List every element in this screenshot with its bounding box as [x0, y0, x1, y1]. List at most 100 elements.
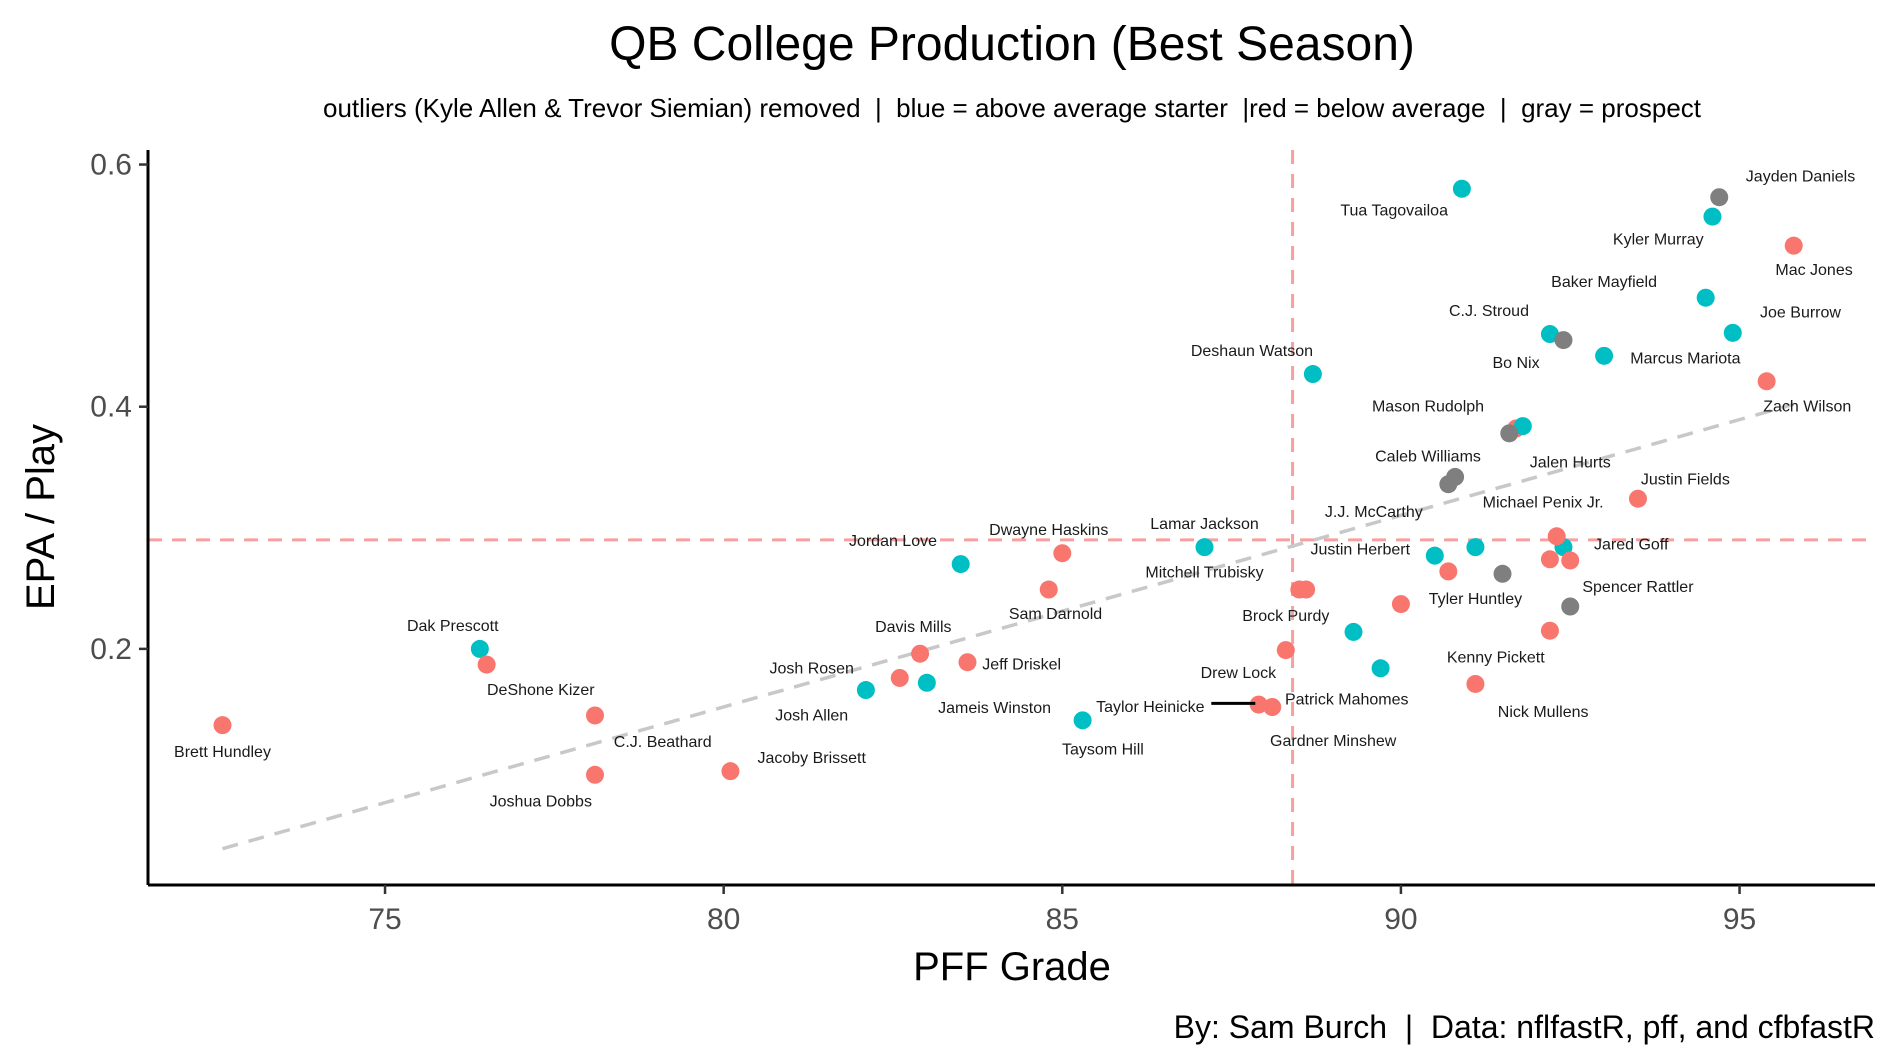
- chart-subtitle: outliers (Kyle Allen & Trevor Siemian) r…: [323, 93, 1702, 123]
- point-label: Zach Wilson: [1763, 399, 1851, 416]
- y-axis-title: EPA / Play: [19, 424, 63, 610]
- data-point: [1696, 288, 1715, 307]
- y-axis-ticks: 0.2 0.4 0.6: [90, 149, 148, 666]
- data-point: [213, 716, 232, 735]
- data-point: [1493, 564, 1512, 583]
- y-tick-label: 0.4: [90, 391, 132, 424]
- data-point: [890, 668, 909, 687]
- data-point: [1344, 622, 1363, 641]
- data-point: [470, 639, 489, 658]
- point-label: Lamar Jackson: [1150, 516, 1259, 533]
- data-point: [1290, 580, 1309, 599]
- data-point: [951, 555, 970, 574]
- point-label: Brett Hundley: [174, 744, 271, 761]
- point-label: Spencer Rattler: [1582, 579, 1694, 596]
- data-point: [1053, 544, 1072, 563]
- point-label: Jordan Love: [849, 533, 937, 550]
- point-label: Joshua Dobbs: [490, 793, 592, 810]
- data-point: [477, 655, 496, 674]
- data-point: [1554, 331, 1573, 350]
- data-point: [1371, 659, 1390, 678]
- point-label: Dwayne Haskins: [989, 522, 1108, 539]
- point-label: Taylor Heinicke: [1096, 699, 1205, 716]
- point-label: Jared Goff: [1594, 537, 1669, 554]
- x-tick-label: 85: [1046, 903, 1079, 936]
- data-point: [1249, 695, 1268, 714]
- plot-area: Brett Hundley Dak Prescott DeShone Kizer C.…: [148, 150, 1875, 885]
- point-label: Sam Darnold: [1009, 606, 1102, 623]
- data-point: [1513, 417, 1532, 436]
- point-label: Mac Jones: [1775, 262, 1852, 279]
- data-point: [1500, 424, 1519, 443]
- point-label: Bo Nix: [1492, 355, 1539, 372]
- y-tick-label: 0.6: [90, 149, 132, 182]
- data-point: [1595, 346, 1614, 365]
- data-point: [1073, 711, 1092, 730]
- point-label: C.J. Stroud: [1449, 303, 1529, 320]
- data-point: [1303, 365, 1322, 384]
- data-point: [1039, 580, 1058, 599]
- point-label: Jeff Driskel: [982, 657, 1061, 674]
- data-point: [1628, 489, 1647, 508]
- data-point: [1710, 188, 1729, 207]
- data-point: [1547, 527, 1566, 546]
- point-label: Dak Prescott: [407, 618, 499, 635]
- reference-lines: [148, 150, 1875, 885]
- point-label: Brock Purdy: [1242, 608, 1329, 625]
- data-point: [1540, 325, 1559, 344]
- point-label: DeShone Kizer: [487, 682, 595, 699]
- data-point: [1439, 475, 1458, 494]
- data-point: [1561, 551, 1580, 570]
- data-point: [1276, 641, 1295, 660]
- data-point: [1540, 621, 1559, 640]
- point-label: Justin Herbert: [1310, 542, 1410, 559]
- chart-title: QB College Production (Best Season): [609, 18, 1415, 71]
- point-label: Deshaun Watson: [1191, 343, 1313, 360]
- point-label: J.J. McCarthy: [1325, 504, 1423, 521]
- point-label: C.J. Beathard: [614, 734, 712, 751]
- x-axis-title: PFF Grade: [913, 945, 1111, 989]
- point-label: Mason Rudolph: [1372, 399, 1484, 416]
- data-point: [585, 706, 604, 725]
- point-label: Nick Mullens: [1498, 704, 1589, 721]
- x-axis-ticks: 75 80 85 90 95: [368, 885, 1756, 936]
- point-label: Jacoby Brissett: [757, 750, 866, 767]
- point-label: Taysom Hill: [1062, 741, 1144, 758]
- data-point: [1195, 538, 1214, 557]
- point-label: Joe Burrow: [1760, 304, 1841, 321]
- y-tick-label: 0.2: [90, 633, 132, 666]
- point-label: Mitchell Trubisky: [1145, 565, 1263, 582]
- data-point: [1391, 595, 1410, 614]
- data-point: [1425, 546, 1444, 565]
- point-label: Kyler Murray: [1613, 232, 1704, 249]
- point-label: Baker Mayfield: [1551, 274, 1657, 291]
- data-point: [585, 765, 604, 784]
- point-label: Justin Fields: [1641, 471, 1730, 488]
- data-point: [721, 762, 740, 781]
- point-label: Josh Rosen: [769, 660, 854, 677]
- data-point: [1784, 236, 1803, 255]
- data-point: [1703, 207, 1722, 226]
- point-label: Michael Penix Jr.: [1483, 494, 1604, 511]
- x-tick-label: 95: [1723, 903, 1756, 936]
- data-point: [958, 653, 977, 672]
- data-point: [856, 681, 875, 700]
- point-label: Marcus Mariota: [1630, 350, 1740, 367]
- trend-line-group: [222, 402, 1795, 851]
- point-label: Patrick Mahomes: [1285, 692, 1409, 709]
- data-points: [213, 179, 1803, 784]
- point-label: Jalen Hurts: [1530, 454, 1611, 471]
- data-point: [1540, 550, 1559, 569]
- point-label: Kenny Pickett: [1447, 649, 1545, 666]
- point-label: Jameis Winston: [938, 700, 1051, 717]
- data-point: [1723, 323, 1742, 342]
- point-label: Jayden Daniels: [1746, 169, 1855, 186]
- point-labels: Brett Hundley Dak Prescott DeShone Kizer C.…: [174, 169, 1855, 811]
- point-label: Drew Lock: [1201, 665, 1278, 682]
- data-point: [917, 673, 936, 692]
- point-label: Gardner Minshew: [1270, 733, 1397, 750]
- x-tick-label: 90: [1384, 903, 1417, 936]
- trend-line: [222, 402, 1795, 851]
- point-label: Davis Mills: [875, 619, 951, 636]
